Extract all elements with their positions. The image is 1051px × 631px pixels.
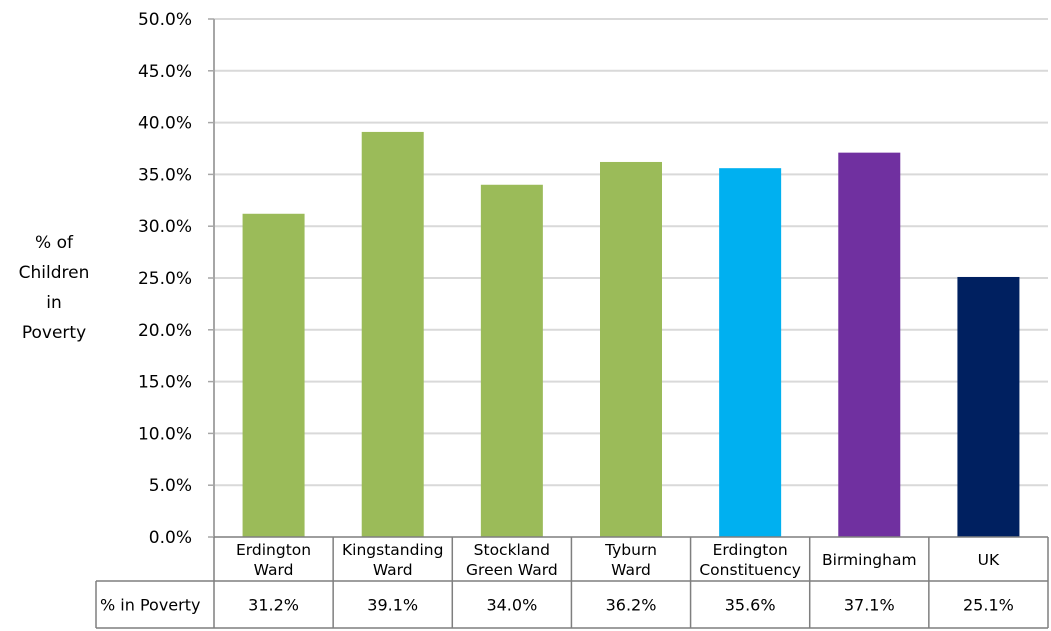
- category-label: Erdington: [713, 541, 788, 559]
- table-value-cell: 39.1%: [367, 596, 418, 615]
- y-tick-label: 35.0%: [138, 165, 192, 185]
- y-tick-label: 25.0%: [138, 269, 192, 289]
- y-tick-label: 15.0%: [138, 373, 192, 393]
- table-value-cell: 35.6%: [725, 596, 776, 615]
- bar: [242, 213, 305, 537]
- y-tick-label: 45.0%: [138, 62, 192, 82]
- bar: [480, 184, 543, 537]
- y-tick-label: 40.0%: [138, 114, 192, 134]
- category-label: Tyburn: [604, 541, 657, 559]
- table-row-label: % in Poverty: [100, 596, 200, 615]
- category-label: Green Ward: [466, 561, 558, 579]
- table-value-cell: 31.2%: [248, 596, 299, 615]
- category-label: Ward: [611, 561, 651, 579]
- category-label: UK: [978, 551, 1000, 569]
- y-tick-label: 30.0%: [138, 217, 192, 237]
- bar: [838, 152, 901, 538]
- y-axis-label-line: in: [46, 293, 62, 313]
- table-value-cell: 37.1%: [844, 596, 895, 615]
- data-table: Erdington Ward Kingstanding Ward Stockland Gr…: [95, 536, 1049, 629]
- y-axis-label: % of Children in Poverty: [19, 233, 90, 343]
- category-label: Ward: [373, 561, 413, 579]
- category-label: Kingstanding: [342, 541, 443, 559]
- y-tick-labels: 0.0% 5.0% 10.0% 15.0% 20.0% 25.0% 30.0% 35.0% 40…: [138, 10, 192, 548]
- bars: [242, 131, 1020, 538]
- table-value-cell: 25.1%: [963, 596, 1014, 615]
- bar: [957, 276, 1020, 537]
- category-label: Erdington: [236, 541, 311, 559]
- y-axis-label-line: Poverty: [22, 323, 86, 343]
- category-label: Birmingham: [822, 551, 917, 569]
- y-tick-label: 50.0%: [138, 10, 192, 30]
- table-value-cell: 36.2%: [606, 596, 657, 615]
- bar: [600, 161, 662, 537]
- y-tick-label: 5.0%: [149, 476, 192, 496]
- y-tick-label: 20.0%: [138, 321, 192, 341]
- category-label: Ward: [254, 561, 294, 579]
- table-value-cell: 34.0%: [486, 596, 537, 615]
- category-label: Stockland: [474, 541, 550, 559]
- bar: [361, 131, 424, 537]
- y-axis-label-line: Children: [19, 263, 90, 283]
- category-label: Constituency: [699, 561, 801, 579]
- y-tick-label: 0.0%: [149, 528, 192, 548]
- bar: [719, 168, 782, 537]
- y-tick-label: 10.0%: [138, 424, 192, 444]
- axes: [208, 18, 215, 538]
- y-axis-label-line: % of: [35, 233, 74, 253]
